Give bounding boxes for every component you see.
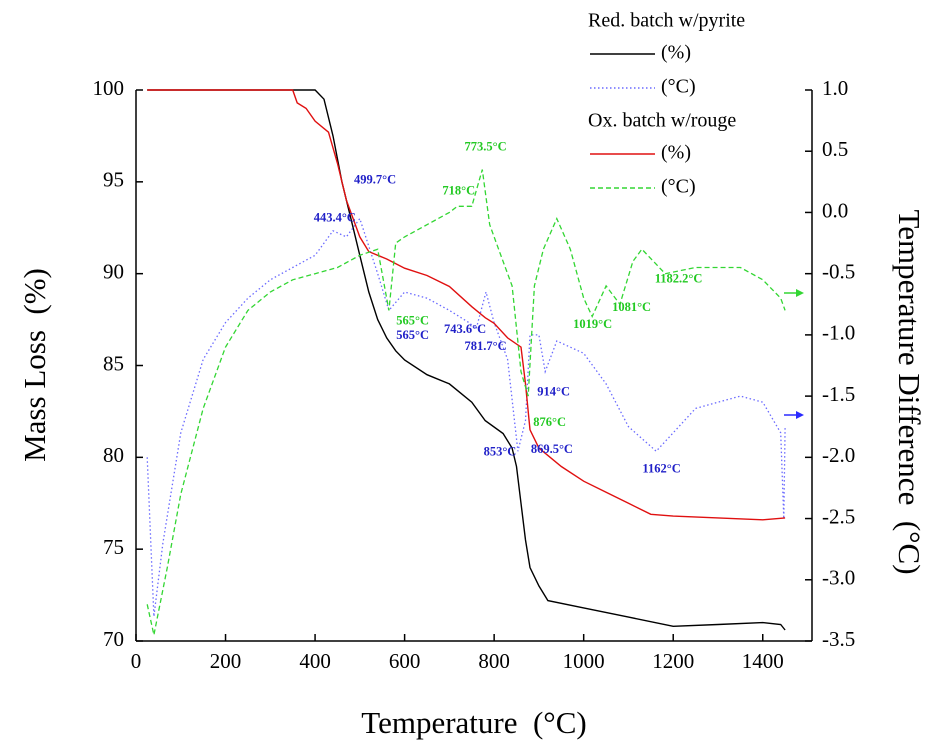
legend-label: (°C) xyxy=(661,176,696,198)
y2-tick-label: 0.0 xyxy=(822,198,848,222)
annotation: 565°C xyxy=(396,313,429,327)
y2-tick-label: -3.0 xyxy=(822,566,855,590)
data-line xyxy=(146,217,786,617)
annotation: 1162°C xyxy=(642,461,680,475)
x-tick-label: 0 xyxy=(131,649,142,673)
y2-tick-label: 1.0 xyxy=(822,76,848,100)
y2-tick-label: -0.5 xyxy=(822,259,855,283)
y-tick-label: 100 xyxy=(93,76,125,100)
annotation: 1081°C xyxy=(612,300,651,314)
y2-tick-label: -1.5 xyxy=(822,382,855,406)
annotation: 565°C xyxy=(396,328,429,342)
legend-title: Ox. batch w/rouge xyxy=(588,110,736,132)
x-tick-label: 1000 xyxy=(563,649,605,673)
annotation: 443.4°C xyxy=(314,210,356,224)
legend-label: (°C) xyxy=(661,76,696,98)
y2-tick-label: -3.5 xyxy=(822,627,855,651)
x-tick-label: 1200 xyxy=(652,649,694,673)
annotation: 876°C xyxy=(533,415,566,429)
arrow-head xyxy=(796,411,804,419)
y2-axis-title: Temperature Difference (°C) xyxy=(892,209,927,574)
x-tick-label: 1400 xyxy=(742,649,784,673)
legend-label: (%) xyxy=(661,42,691,64)
annotation: 1019°C xyxy=(573,317,612,331)
legend-label: (%) xyxy=(661,142,691,164)
annotation: 743.6°C xyxy=(444,322,486,336)
annotation: 499.7°C xyxy=(354,172,396,186)
annotation: 781.7°C xyxy=(465,339,507,353)
annotation: 773.5°C xyxy=(465,139,507,153)
axis-arrows xyxy=(784,289,804,419)
legend-title: Red. batch w/pyrite xyxy=(588,10,745,32)
x-axis-title: Temperature (°C) xyxy=(361,705,586,740)
y2-tick-label: -2.0 xyxy=(822,443,855,467)
annotation: 718°C xyxy=(442,184,475,198)
data-line xyxy=(147,89,786,631)
x-tick-label: 200 xyxy=(210,649,242,673)
y-axis-title: Mass Loss (%) xyxy=(17,268,52,462)
arrow-head xyxy=(796,289,804,297)
annotation: 1182.2°C xyxy=(655,272,703,286)
y-tick-label: 75 xyxy=(103,535,124,559)
y-tick-label: 85 xyxy=(103,351,124,375)
x-tick-label: 600 xyxy=(389,649,421,673)
annotation: 869.5°C xyxy=(531,442,573,456)
y2-tick-label: -1.0 xyxy=(822,321,855,345)
annotation: 914°C xyxy=(537,384,570,398)
y-tick-label: 80 xyxy=(103,443,124,467)
data-line xyxy=(146,169,786,636)
y2-tick-label: 0.5 xyxy=(822,137,848,161)
x-tick-label: 800 xyxy=(478,649,510,673)
y-tick-label: 90 xyxy=(103,259,124,283)
x-tick-label: 400 xyxy=(299,649,331,673)
y-tick-label: 70 xyxy=(103,627,124,651)
data-line xyxy=(147,89,786,521)
annotation: 853°C xyxy=(484,444,517,458)
y2-tick-label: -2.5 xyxy=(822,504,855,528)
y-tick-label: 95 xyxy=(103,168,124,192)
